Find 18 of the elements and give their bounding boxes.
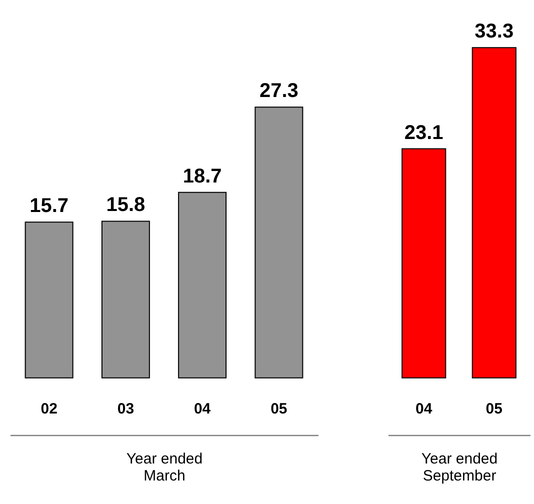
x-tick-label: 05 [270, 400, 288, 418]
data-label: 33.3 [474, 20, 514, 43]
data-label: 27.3 [259, 80, 298, 102]
bar [101, 220, 150, 378]
bar [24, 222, 74, 378]
data-label: 18.7 [182, 165, 222, 188]
x-axis-title: Year ended March [126, 450, 203, 484]
data-label: 15.8 [106, 194, 146, 216]
x-tick-label: 04 [416, 400, 433, 418]
data-label: 23.1 [404, 122, 444, 144]
x-tick-label: 03 [117, 400, 134, 418]
x-tick-label: 04 [194, 400, 212, 418]
x-axis-title: Year ended September [421, 450, 498, 484]
x-tick-label: 02 [40, 400, 58, 418]
data-label: 15.7 [30, 195, 69, 218]
bar [178, 192, 227, 378]
bar [254, 106, 304, 378]
x-tick-label: 05 [486, 400, 502, 418]
